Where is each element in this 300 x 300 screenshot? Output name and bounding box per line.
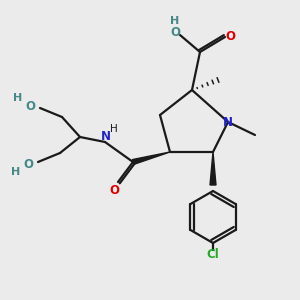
Text: O: O <box>23 158 33 170</box>
Text: H: H <box>170 16 180 26</box>
Text: N: N <box>223 116 233 128</box>
Text: H: H <box>11 167 21 177</box>
Text: O: O <box>25 100 35 112</box>
Polygon shape <box>132 152 170 164</box>
Text: H: H <box>14 93 22 103</box>
Text: O: O <box>225 31 235 44</box>
Text: H: H <box>110 124 118 134</box>
Text: Cl: Cl <box>207 248 219 262</box>
Text: N: N <box>101 130 111 143</box>
Polygon shape <box>210 152 216 185</box>
Text: O: O <box>170 26 180 40</box>
Text: O: O <box>109 184 119 196</box>
